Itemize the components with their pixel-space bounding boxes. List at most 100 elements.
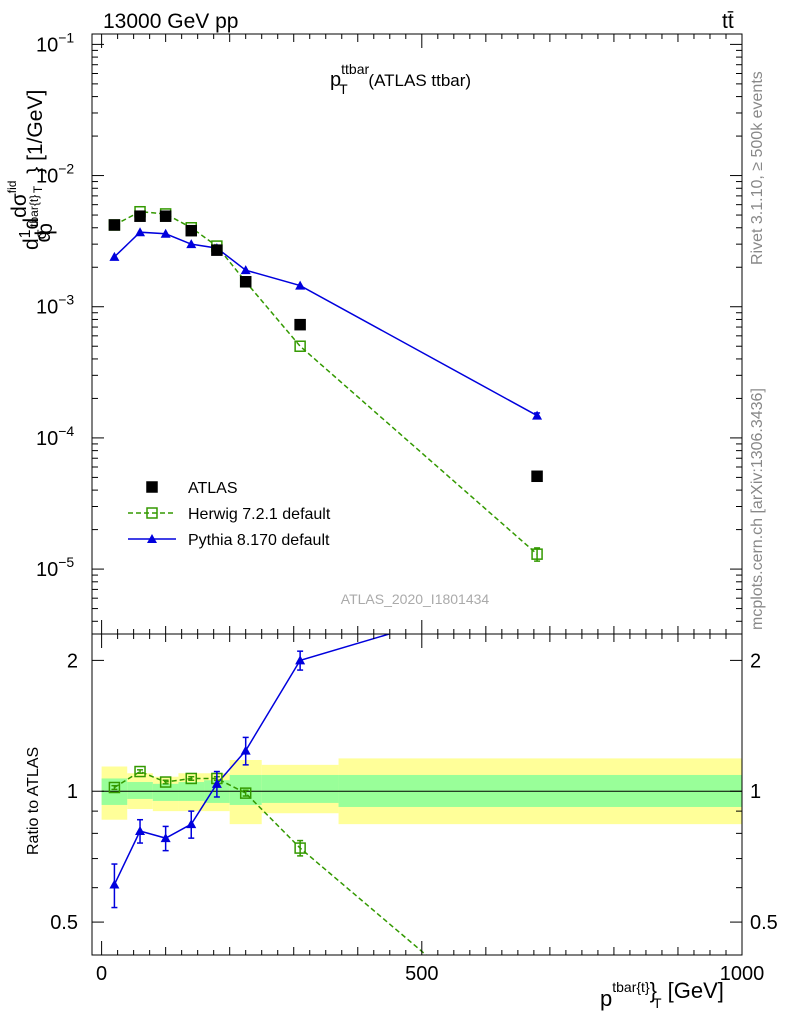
energy-label: 13000 GeV pp — [103, 10, 238, 33]
legend-label-data: ATLAS — [188, 480, 238, 497]
analysis-watermark: ATLAS_2020_I1801434 — [341, 591, 490, 607]
svg-text:mcplots.cern.ch [arXiv:1306.34: mcplots.cern.ch [arXiv:1306.3436] — [749, 388, 766, 630]
legend-marker-atlas — [146, 481, 158, 493]
ratio-ytick-label-left-0: 0.5 — [50, 912, 78, 934]
upper-ytick-base-3: 10 — [36, 428, 58, 450]
upper-ytick-exp-3: −4 — [58, 423, 74, 439]
upper-y-axis-label: d1σddσfiddtbar{t}pT} [1/GeV] — [5, 90, 57, 250]
rivet-version-text: Rivet 3.1.10, ≥ 500k events — [749, 71, 766, 265]
pythia-point-6 — [295, 280, 306, 290]
svg-text:Rivet 3.1.10, ≥ 500k events: Rivet 3.1.10, ≥ 500k events — [749, 71, 766, 265]
mcplots-reference-text: mcplots.cern.ch [arXiv:1306.3436] — [749, 388, 766, 630]
series-lines — [113, 210, 538, 955]
atlas-point-3 — [185, 224, 198, 237]
pythia-ratio-point-5 — [240, 745, 251, 755]
herwig-ratio-point-2 — [159, 776, 172, 788]
x-axis-label: ptbar{t}}T [GeV] — [600, 978, 724, 1011]
ylab-d3: d — [32, 231, 55, 243]
pythia-point-1 — [135, 227, 146, 237]
legend-label-herwig: Herwig 7.2.1 default — [188, 506, 331, 523]
upper-ytick-exp-4: −5 — [58, 554, 74, 570]
pythia-point-2 — [160, 228, 171, 238]
pythia-ratio-point-1 — [135, 826, 146, 836]
ylab-tbar: tbar{t} — [27, 195, 41, 227]
upper-ytick-label-1: 10−2 — [36, 161, 74, 188]
ylab-dsigma: dσ — [8, 193, 31, 218]
plot-title-p: p — [330, 69, 341, 91]
plot-title-rest: (ATLAS ttbar) — [364, 71, 471, 90]
herwig-point-6 — [294, 340, 306, 352]
pythia-ratio-point-2 — [160, 833, 171, 843]
ratio-ytick-label-right-0: 0.5 — [750, 912, 778, 934]
xtick-label-0: 0 — [96, 963, 107, 985]
pythia-ratio-line — [113, 634, 392, 885]
svg-text:d1σddσfiddtbar{t}pT} [1/GeV]: d1σddσfiddtbar{t}pT} [1/GeV] — [5, 90, 57, 250]
xtick-label-1: 500 — [405, 963, 438, 985]
atlas-point-7 — [531, 470, 543, 483]
xlab-sup: tbar{t} — [612, 979, 650, 995]
xlab-unit: [GeV] — [662, 978, 724, 1003]
upper-ytick-base-0: 10 — [36, 34, 58, 56]
ratio-ytick-label-right-2: 2 — [750, 650, 761, 672]
herwig-ratio-point-0 — [108, 781, 121, 794]
pythia-line — [113, 231, 538, 417]
pythia-ratio-point-0 — [109, 879, 120, 889]
upper-ytick-exp-0: −1 — [58, 29, 74, 45]
pythia-ratio-point-3 — [186, 819, 197, 829]
herwig-line — [114, 210, 538, 555]
ylab-fid: fid — [5, 181, 19, 194]
pythia-ratio-point-4 — [211, 778, 222, 788]
upper-ytick-base-4: 10 — [36, 559, 58, 581]
atlas-point-2 — [159, 210, 172, 222]
svg-text:Ratio to ATLAS: Ratio to ATLAS — [25, 747, 42, 855]
ylab-d2: d — [20, 218, 43, 230]
upper-ytick-label-0: 10−1 — [36, 29, 74, 56]
herwig-ratio-point-3 — [185, 772, 198, 785]
upper-ytick-base-2: 10 — [36, 297, 58, 319]
pythia-point-3 — [186, 239, 197, 249]
series-markers — [108, 205, 543, 909]
pythia-point-0 — [109, 251, 120, 261]
ratio-ytick-label-left-1: 1 — [67, 781, 78, 803]
band-inner-1 — [127, 782, 153, 799]
plot-title-sup: ttbar — [341, 61, 369, 77]
legend: ATLAS Herwig 7.2.1 default Pythia 8.170 de… — [128, 480, 331, 549]
ratio-y-axis-label: Ratio to ATLAS — [25, 747, 42, 855]
herwig-ratio-point-6 — [294, 842, 306, 854]
ylab-unit: } [1/GeV] — [24, 90, 47, 174]
pythia-ratio-point-6 — [295, 655, 306, 665]
pythia-point-5 — [240, 265, 251, 275]
legend-marker-herwig — [146, 507, 158, 519]
xtick-label-2: 1000 — [720, 963, 765, 985]
upper-ytick-base-1: 10 — [36, 166, 58, 188]
ylab-d1: d — [20, 238, 43, 250]
upper-ytick-exp-2: −3 — [58, 292, 74, 308]
atlas-point-5 — [239, 276, 252, 288]
xlab-p: p — [600, 986, 612, 1011]
plot-title-sub: T — [339, 81, 348, 97]
atlas-point-4 — [211, 244, 223, 256]
process-label: tt̄ — [722, 10, 734, 33]
legend-marker-pythia — [147, 534, 157, 543]
upper-ytick-exp-1: −2 — [58, 161, 74, 177]
legend-label-pythia: Pythia 8.170 default — [188, 532, 330, 549]
upper-ytick-label-3: 10−4 — [36, 423, 74, 450]
upper-ytick-label-2: 10−3 — [36, 292, 74, 319]
upper-ytick-label-4: 10−5 — [36, 554, 74, 581]
axes: 10−110−210−310−410−50.5 0.51 12 20 500 1000 — [36, 29, 778, 985]
atlas-point-1 — [134, 210, 146, 222]
ratio-ytick-label-right-1: 1 — [750, 781, 761, 803]
ylab-one: 1 — [17, 229, 34, 238]
ratio-frame — [91, 633, 743, 956]
xlab-sub: T — [653, 995, 662, 1011]
band-inner-2 — [152, 783, 179, 801]
ylab-sigma: σ — [33, 229, 50, 239]
ylab-p: p — [34, 223, 57, 235]
herwig-ratio-point-1 — [134, 765, 146, 778]
ratio-uncertainty-bands — [101, 758, 742, 825]
xlab-brace: } — [650, 978, 657, 1003]
plot-title: pttbar T (ATLAS ttbar) — [330, 61, 471, 97]
herwig-ratio-point-5 — [239, 787, 252, 799]
ratio-ytick-label-left-2: 2 — [67, 650, 78, 672]
